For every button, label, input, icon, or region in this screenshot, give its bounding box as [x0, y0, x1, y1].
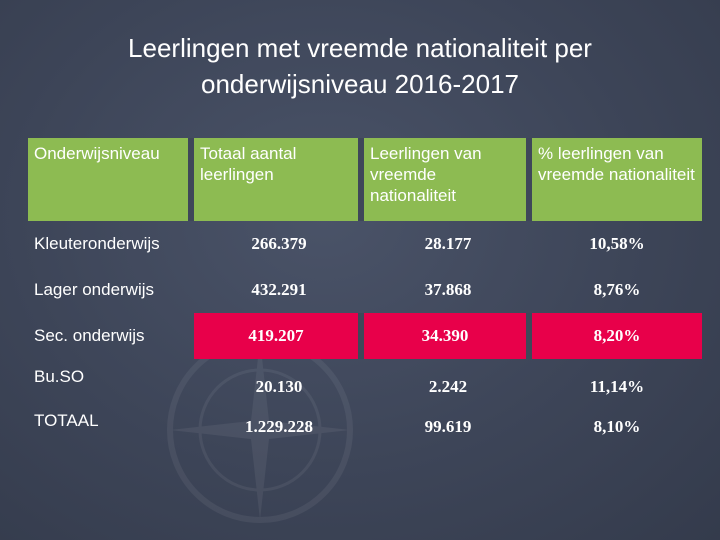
row-total: 20.130: [255, 377, 303, 396]
slide-title-line-2: onderwijsniveau 2016-2017: [200, 69, 519, 99]
table-row: Bu.SO 20.130 2.242 11,14%: [28, 359, 702, 405]
row-total: 1.229.228: [245, 417, 313, 436]
row-foreign: 2.242: [428, 377, 468, 396]
nationality-table: Onderwijsniveau Totaal aantal leerlingen…: [28, 138, 702, 451]
row-level: Bu.SO: [34, 367, 85, 386]
row-level: Lager onderwijs: [34, 280, 155, 299]
slide-title: Leerlingen met vreemde nationaliteit per…: [40, 30, 680, 102]
row-percent: 8,20%: [532, 313, 702, 359]
table-row: Lager onderwijs 432.291 37.868 8,76%: [28, 267, 702, 313]
header-level: Onderwijsniveau: [28, 138, 194, 221]
row-percent: 11,14%: [589, 377, 645, 396]
table-header-row: Onderwijsniveau Totaal aantal leerlingen…: [28, 138, 702, 221]
row-total: 432.291: [251, 280, 307, 299]
row-total: 266.379: [251, 234, 307, 253]
row-percent: 8,76%: [593, 280, 641, 299]
table-row-total: TOTAAL 1.229.228 99.619 8,10%: [28, 405, 702, 451]
row-percent: 10,58%: [589, 234, 645, 253]
table-row: Kleuteronderwijs 266.379 28.177 10,58%: [28, 221, 702, 267]
row-foreign: 99.619: [424, 417, 472, 436]
header-foreign: Leerlingen van vreemde nationaliteit: [364, 138, 532, 221]
row-total: 419.207: [194, 313, 364, 359]
row-level: TOTAAL: [34, 411, 99, 430]
row-foreign: 34.390: [364, 313, 532, 359]
table-row-highlighted: Sec. onderwijs 419.207 34.390 8,20%: [28, 313, 702, 359]
slide-title-line-1: Leerlingen met vreemde nationaliteit per: [128, 33, 592, 63]
row-foreign: 28.177: [424, 234, 472, 253]
header-percent: % leerlingen van vreemde nationaliteit: [532, 138, 702, 221]
row-level: Kleuteronderwijs: [34, 234, 160, 253]
row-foreign: 37.868: [424, 280, 472, 299]
row-percent: 8,10%: [593, 417, 641, 436]
row-level: Sec. onderwijs: [34, 326, 145, 345]
header-total: Totaal aantal leerlingen: [194, 138, 364, 221]
